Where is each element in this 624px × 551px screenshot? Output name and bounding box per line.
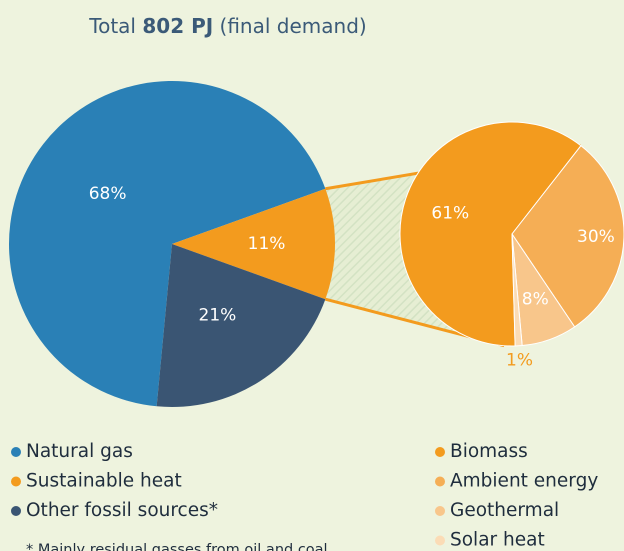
slice-label: 30% — [577, 227, 615, 247]
slice-label: 21% — [199, 306, 237, 326]
legend-label: Biomass — [450, 441, 528, 462]
legend-label: Geothermal — [450, 500, 559, 521]
pie-slice — [9, 81, 326, 407]
legend-label: Sustainable heat — [26, 471, 182, 492]
legend-marker — [11, 476, 21, 487]
slice-label: 61% — [431, 204, 469, 224]
legend-marker — [11, 447, 21, 457]
legend-label: Ambient energy — [450, 471, 598, 492]
slice-label: 8% — [522, 289, 549, 309]
pie-slice — [156, 244, 326, 407]
legend-label: Solar heat — [450, 530, 545, 551]
legend-marker — [435, 447, 445, 457]
chart-title: Total 802 PJ (final demand) — [88, 14, 366, 38]
slice-label: 68% — [89, 184, 127, 204]
title-part: (final demand) — [220, 14, 367, 38]
title-part: 802 PJ — [142, 14, 213, 38]
legend-label: Other fossil sources* — [26, 500, 218, 521]
footnote: * Mainly residual gasses from oil and co… — [26, 542, 328, 551]
slice-label: 1% — [506, 350, 533, 370]
legend-marker — [11, 506, 21, 516]
legend-marker — [435, 535, 445, 546]
legend-label: Natural gas — [26, 441, 133, 462]
pie-slice — [172, 188, 335, 300]
slice-label: 11% — [248, 234, 286, 254]
legend-marker — [435, 476, 445, 487]
title-part: Total — [88, 14, 136, 38]
legend-marker — [435, 506, 445, 516]
pie-slice — [399, 121, 582, 347]
pie-slice — [511, 233, 523, 347]
